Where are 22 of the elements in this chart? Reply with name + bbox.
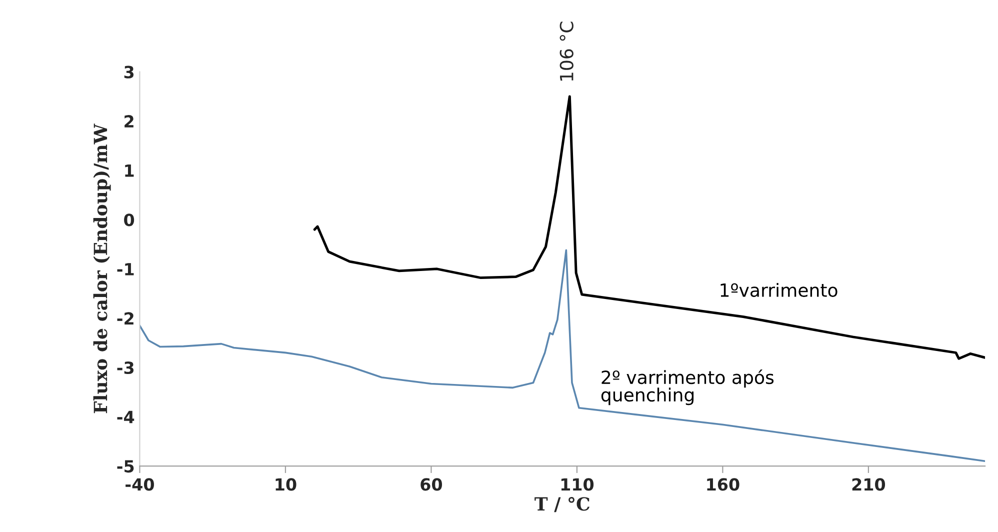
y-tick-label: 0: [124, 214, 134, 226]
x-tick-label: 210: [852, 478, 886, 491]
y-tick-label: -1: [117, 263, 134, 276]
y-tick-label: 3: [124, 66, 134, 78]
series-label: 1ºvarrimento: [720, 282, 838, 297]
x-tick-label: 110: [561, 478, 594, 491]
y-axis-title: Fluxo de calor (Endoup)/mW: [93, 124, 111, 414]
annotation: 106 °C: [560, 22, 574, 81]
x-tick-label: 160: [707, 478, 740, 491]
x-tick-label: 60: [420, 478, 442, 491]
x-tick-label: 10: [276, 478, 296, 491]
line-series: [313, 95, 986, 360]
x-axis-title: T / °C: [534, 496, 590, 512]
series-label: 2º varrimento após quenching: [601, 369, 774, 406]
y-tick-label: 2: [124, 115, 134, 128]
y-tick-label: 1: [125, 164, 134, 177]
line-series: [140, 249, 986, 462]
y-tick-label: -2: [117, 312, 134, 325]
y-tick-label: -5: [117, 460, 134, 473]
x-tick-label: -40: [126, 478, 154, 491]
y-tick-label: -4: [117, 410, 134, 424]
y-tick-label: -3: [117, 361, 134, 374]
